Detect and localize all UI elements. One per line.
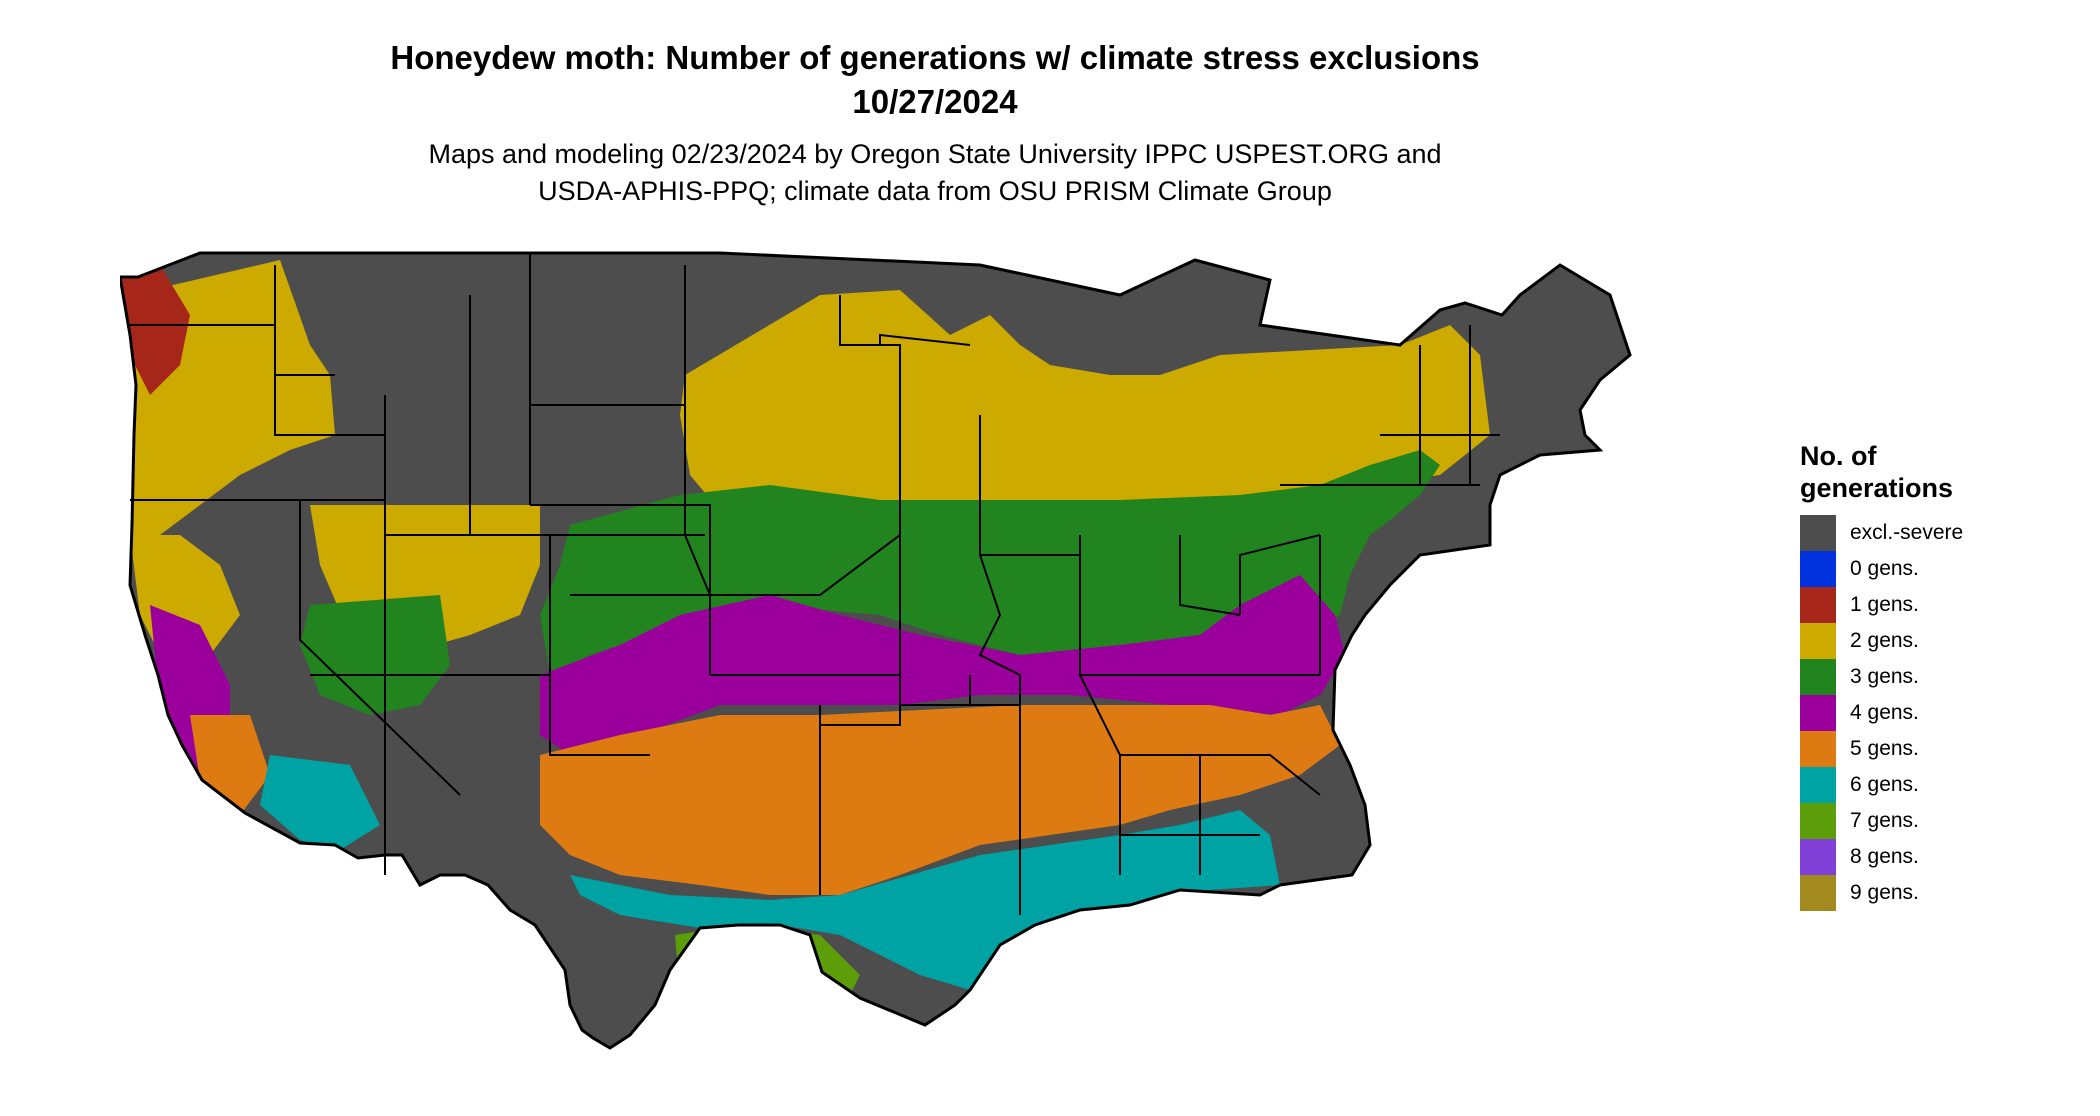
legend-items: excl.-severe 0 gens. 1 gens. 2 gens. 3 g… bbox=[1800, 515, 1963, 911]
title-date: 10/27/2024 bbox=[852, 83, 1018, 120]
legend-item: 7 gens. bbox=[1800, 803, 1963, 839]
legend-title-line-2: generations bbox=[1800, 473, 1954, 503]
legend-item: 3 gens. bbox=[1800, 659, 1963, 695]
legend-label: 7 gens. bbox=[1850, 809, 1919, 832]
credit-line-2: USDA-APHIS-PPQ; climate data from OSU PR… bbox=[538, 176, 1332, 206]
legend-swatch bbox=[1800, 515, 1836, 551]
legend-item: 6 gens. bbox=[1800, 767, 1963, 803]
legend-swatch bbox=[1800, 803, 1836, 839]
zone-3-gens-west bbox=[300, 595, 450, 715]
credit-line-1: Maps and modeling 02/23/2024 by Oregon S… bbox=[428, 139, 1442, 169]
legend-swatch bbox=[1800, 767, 1836, 803]
legend-label: 0 gens. bbox=[1850, 557, 1919, 580]
us-outline bbox=[120, 251, 1632, 1050]
legend-title: No. of generations bbox=[1800, 440, 1963, 504]
zone-3-gens-midwest-band bbox=[540, 450, 1440, 675]
legend-item: excl.-severe bbox=[1800, 515, 1963, 551]
zone-5-gens-southwest bbox=[190, 715, 270, 815]
legend-label: 2 gens. bbox=[1850, 629, 1919, 652]
zone-4-gens-southern-plains bbox=[540, 575, 1345, 755]
zone-2-gens-great-lakes bbox=[680, 290, 1490, 505]
legend-item: 4 gens. bbox=[1800, 695, 1963, 731]
legend-swatch bbox=[1800, 731, 1836, 767]
zone-6-gens-gulf-coast bbox=[570, 810, 1280, 990]
legend-item: 2 gens. bbox=[1800, 623, 1963, 659]
legend-label: 9 gens. bbox=[1850, 881, 1919, 904]
legend-label: excl.-severe bbox=[1850, 521, 1964, 544]
legend-item: 1 gens. bbox=[1800, 587, 1963, 623]
zone-8-gens-florida-tip bbox=[1295, 1055, 1350, 1105]
zone-5-gens-gulf-states bbox=[540, 705, 1340, 895]
legend-item: 8 gens. bbox=[1800, 839, 1963, 875]
legend-label: 4 gens. bbox=[1850, 701, 1919, 724]
zone-6-gens-arizona bbox=[260, 755, 380, 850]
legend-swatch bbox=[1800, 875, 1836, 911]
legend-title-line-1: No. of bbox=[1800, 441, 1877, 471]
legend-swatch bbox=[1800, 839, 1836, 875]
legend-label: 1 gens. bbox=[1850, 593, 1919, 616]
zone-7-gens-florida bbox=[1260, 935, 1360, 1048]
legend-item: 5 gens. bbox=[1800, 731, 1963, 767]
legend-item: 9 gens. bbox=[1800, 875, 1963, 911]
us-generations-map bbox=[120, 251, 1632, 1105]
legend-label: 8 gens. bbox=[1850, 845, 1919, 868]
legend-swatch bbox=[1800, 587, 1836, 623]
state-borders bbox=[130, 253, 1500, 915]
legend-label: 6 gens. bbox=[1850, 773, 1919, 796]
map-title: Honeydew moth: Number of generations w/ … bbox=[0, 36, 1870, 124]
legend-label: 5 gens. bbox=[1850, 737, 1919, 760]
zone-1-gens-cascades bbox=[120, 265, 190, 395]
map-credit: Maps and modeling 02/23/2024 by Oregon S… bbox=[0, 136, 1870, 210]
legend: No. of generations excl.-severe 0 gens. … bbox=[1800, 440, 1963, 911]
legend-swatch bbox=[1800, 623, 1836, 659]
legend-label: 3 gens. bbox=[1850, 665, 1919, 688]
title-text: Honeydew moth: Number of generations w/ … bbox=[390, 39, 1480, 76]
legend-swatch bbox=[1800, 659, 1836, 695]
legend-item: 0 gens. bbox=[1800, 551, 1963, 587]
legend-swatch bbox=[1800, 695, 1836, 731]
legend-swatch bbox=[1800, 551, 1836, 587]
